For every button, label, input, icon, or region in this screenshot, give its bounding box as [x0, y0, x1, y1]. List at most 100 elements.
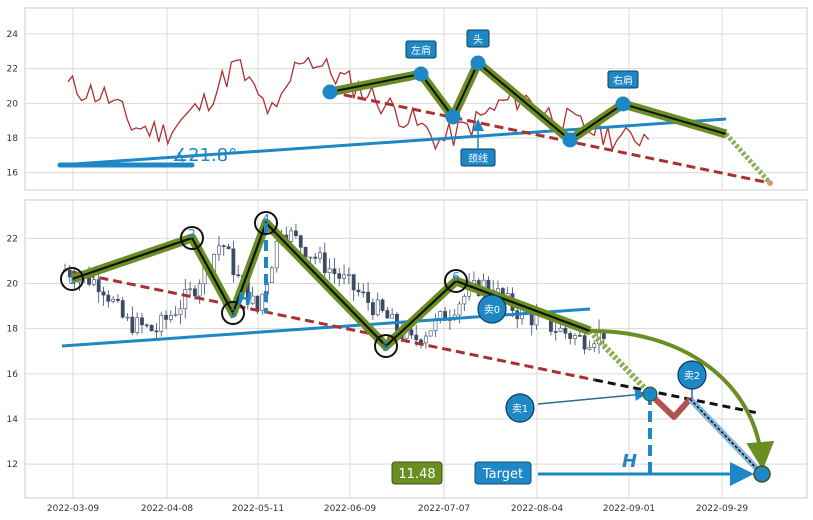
- candle-body: [342, 274, 346, 279]
- candle-body: [217, 245, 221, 255]
- candle-body: [111, 298, 116, 302]
- target-label-box: Target: [474, 461, 532, 485]
- candle-body: [318, 252, 322, 259]
- pivot-circle-6: [444, 269, 468, 293]
- candle-body: [428, 330, 433, 337]
- target-value-text: 11.48: [398, 467, 435, 482]
- candle-body: [274, 240, 279, 269]
- candle-body: [529, 312, 534, 326]
- candle-body: [289, 230, 294, 242]
- top-trend-line: [59, 117, 727, 167]
- top-pivot-dot: [470, 55, 486, 71]
- candle-body: [183, 289, 188, 310]
- candle-body: [303, 246, 308, 258]
- candle-body: [375, 299, 380, 316]
- candle-body: [568, 333, 573, 339]
- sell-marker-1: [505, 393, 535, 423]
- candle-body: [188, 288, 192, 291]
- top-y-tick-label: 20: [7, 99, 19, 109]
- candle-body: [231, 248, 236, 276]
- sell-marker-2: [677, 360, 707, 390]
- candle-body: [371, 302, 375, 316]
- x-tick-label: 2022-09-29: [696, 504, 749, 514]
- candle-body: [140, 317, 144, 326]
- top-pivot-dot: [413, 66, 429, 82]
- pivot-label-4: 4: [262, 212, 270, 226]
- pivot-label-1: 1: [68, 273, 76, 287]
- bottom-projection-1: [587, 328, 653, 397]
- x-tick-label: 2022-07-07: [418, 504, 470, 514]
- candle-body: [385, 310, 390, 319]
- sell-marker-0: [477, 294, 507, 324]
- candle-body: [178, 308, 183, 315]
- candle-body: [106, 294, 111, 302]
- callout-head-text: 头: [473, 34, 483, 46]
- candle-body: [125, 316, 130, 319]
- bottom-y-tick-label: 16: [7, 370, 19, 380]
- candle-body: [577, 335, 582, 337]
- bottom-y-ticks: 12 14 16 18 20 22: [7, 234, 19, 470]
- pivot-circle-4: [254, 211, 278, 235]
- pivot-label-3: 3: [229, 307, 237, 321]
- top-y-tick-label: 24: [7, 30, 19, 40]
- callout-neckline-text: 颈线: [468, 152, 488, 165]
- bottom-x-ticks: 2022-03-09 2022-04-08 2022-05-11 2022-06-09…: [47, 504, 749, 514]
- candle-body: [409, 329, 414, 336]
- candle-body: [573, 335, 577, 339]
- candle-body: [332, 268, 337, 274]
- candle-body: [193, 288, 197, 297]
- candle-body: [197, 283, 202, 297]
- candle-body: [130, 316, 135, 333]
- sell-label-2: 卖2: [684, 370, 700, 382]
- target-value-box-bg: [391, 461, 443, 485]
- candle-body: [380, 299, 385, 311]
- candle-body: [116, 298, 120, 301]
- candle-body: [298, 235, 303, 248]
- sell-label-1: 卖1: [512, 403, 528, 415]
- top-pivot-dot: [445, 109, 461, 125]
- pivot-circle-3: [221, 301, 245, 325]
- top-pattern: [57, 55, 773, 186]
- target-label-text: Target: [482, 467, 523, 482]
- candle-body: [154, 330, 159, 333]
- pivot-label-6: 6: [452, 270, 460, 284]
- candle-body: [260, 293, 265, 312]
- x-tick-label: 2022-03-09: [47, 504, 100, 514]
- candle-body: [294, 230, 298, 236]
- height-label-left: H: [237, 289, 252, 310]
- callout-right-shoulder-text: 右肩: [613, 74, 633, 87]
- candle-body: [159, 314, 164, 332]
- top-neckline: [329, 90, 771, 185]
- angle-label: ∡21.8°: [172, 145, 237, 166]
- candle-body: [96, 279, 101, 293]
- candle-body: [423, 335, 428, 344]
- bottom-neckline-extension: [594, 378, 759, 415]
- bottom-y-tick-label: 20: [7, 280, 19, 290]
- candle-body: [351, 274, 356, 291]
- candle-body: [346, 274, 351, 276]
- candle-body: [322, 252, 327, 273]
- candle-body: [337, 273, 342, 279]
- callout-head-box: [466, 29, 490, 48]
- candle-body: [168, 315, 173, 320]
- candle-body: [226, 246, 231, 250]
- callout-right-shoulder-box: [607, 70, 639, 89]
- bottom-y-tick-label: 22: [7, 234, 18, 244]
- candle-body: [366, 291, 371, 303]
- target-value-box: 11.48: [391, 461, 443, 485]
- candle-body: [553, 331, 558, 333]
- candle-body: [250, 295, 255, 304]
- candle-body: [457, 303, 462, 316]
- x-tick-label: 2022-08-04: [511, 504, 564, 514]
- candle-body: [120, 300, 125, 318]
- sell-markers: 卖0 卖1 卖2: [477, 294, 707, 423]
- bottom-y-tick-label: 12: [7, 460, 18, 470]
- top-pivot-dot: [615, 96, 631, 112]
- bottom-neckline: [71, 270, 596, 382]
- bottom-pullback: [647, 391, 693, 420]
- candle-body: [269, 267, 274, 283]
- bottom-grid: [25, 200, 807, 498]
- pivot-label-2: 2: [188, 227, 196, 241]
